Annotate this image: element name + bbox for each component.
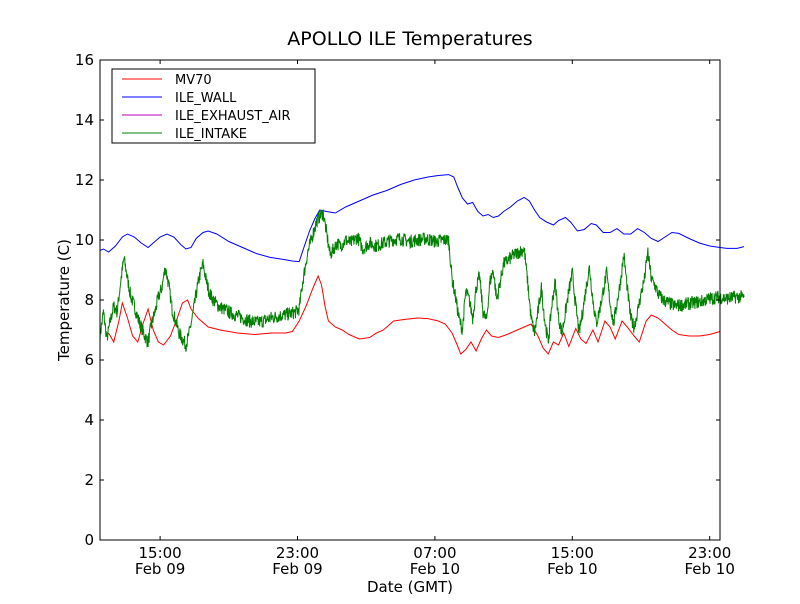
series-layer (99, 174, 745, 355)
x-tick-label-date: Feb 09 (272, 560, 322, 578)
x-tick-label-time: 15:00 (138, 544, 181, 562)
y-tick-label: 16 (75, 51, 94, 69)
legend-label: ILE_INTAKE (175, 127, 247, 142)
series-line-ile-wall (99, 174, 745, 263)
y-tick-label: 12 (75, 171, 94, 189)
x-tick-label-date: Feb 10 (547, 560, 597, 578)
y-tick-label: 10 (75, 231, 94, 249)
legend-box (111, 68, 316, 144)
y-tick-label: 0 (84, 531, 94, 549)
x-tick-label-time: 23:00 (688, 544, 731, 562)
legend-label: ILE_WALL (175, 91, 237, 106)
x-tick-label-time: 15:00 (551, 544, 594, 562)
x-tick-label-time: 07:00 (413, 544, 456, 562)
y-axis-label: Temperature (C) (55, 239, 73, 362)
series-line-ile-intake (99, 209, 745, 352)
y-tick-label: 4 (84, 411, 94, 429)
y-tick-label: 2 (84, 471, 94, 489)
x-tick-label-date: Feb 10 (410, 560, 460, 578)
x-axis-label: Date (GMT) (367, 578, 453, 596)
series-line-mv70 (108, 274, 721, 355)
legend-label: ILE_EXHAUST_AIR (175, 109, 291, 124)
y-tick-label: 6 (84, 351, 94, 369)
x-tick-label-date: Feb 09 (135, 560, 185, 578)
legend: MV70 ILE_WALL ILE_EXHAUST_AIR ILE_INTAKE (111, 68, 316, 144)
y-tick-label: 14 (75, 111, 94, 129)
y-tick-label: 8 (84, 291, 94, 309)
chart-title: APOLLO ILE Temperatures (287, 28, 532, 50)
x-tick-label-time: 23:00 (276, 544, 319, 562)
legend-label: MV70 (175, 73, 212, 88)
x-tick-label-date: Feb 10 (684, 560, 734, 578)
